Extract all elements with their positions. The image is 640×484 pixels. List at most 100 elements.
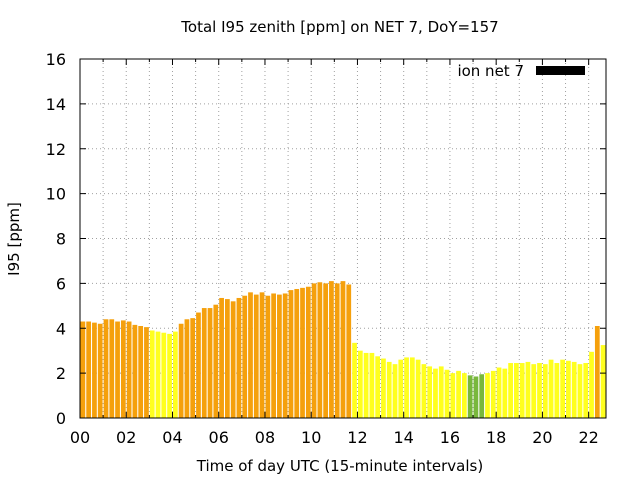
bar: [508, 363, 513, 418]
bar: [288, 290, 294, 418]
bar: [467, 375, 473, 418]
bar: [450, 373, 456, 418]
bar: [398, 359, 404, 418]
bar: [409, 357, 415, 418]
bar: [259, 292, 265, 418]
y-tick-label: 4: [56, 319, 66, 338]
x-tick-label: 08: [255, 428, 275, 447]
bar: [479, 374, 485, 418]
x-tick-label: 12: [347, 428, 367, 447]
bar: [213, 304, 219, 418]
y-tick-label: 8: [56, 230, 66, 249]
bar: [525, 361, 531, 418]
bar: [248, 292, 253, 418]
bar: [132, 324, 138, 418]
bar: [594, 326, 600, 418]
y-tick-label: 10: [46, 185, 66, 204]
bar: [375, 356, 381, 418]
bar: [300, 287, 305, 418]
legend: ion net 7: [457, 62, 585, 80]
bar: [386, 361, 392, 418]
bar: [109, 319, 115, 418]
bar: [456, 370, 461, 418]
y-tick-label: 14: [46, 95, 66, 114]
bar: [560, 359, 565, 418]
bar: [190, 318, 196, 418]
x-tick-label: 02: [116, 428, 136, 447]
x-tick-label: 18: [486, 428, 506, 447]
bar: [542, 364, 548, 418]
legend-swatch: [536, 66, 585, 75]
x-tick-label: 04: [162, 428, 182, 447]
bar: [438, 366, 444, 418]
bar: [282, 293, 288, 418]
bar: [207, 308, 213, 418]
bar: [589, 351, 594, 418]
bar: [161, 332, 167, 418]
bar: [201, 308, 207, 418]
bar: [566, 360, 571, 418]
bar: [404, 357, 409, 418]
bar: [97, 323, 103, 418]
bar: [184, 319, 190, 418]
y-tick-label: 12: [46, 140, 66, 159]
bar: [167, 333, 172, 418]
bar: [600, 345, 606, 418]
x-axis-label: Time of day UTC (15-minute intervals): [196, 457, 483, 475]
bar: [149, 330, 155, 418]
bar: [514, 363, 519, 418]
bar: [155, 331, 161, 418]
bar: [172, 331, 178, 418]
bar: [236, 297, 242, 418]
bar: [357, 350, 363, 418]
bar: [381, 358, 386, 418]
chart-title: Total I95 zenith [ppm] on NET 7, DoY=157: [180, 18, 498, 36]
y-tick-label: 2: [56, 364, 66, 383]
bar: [120, 320, 126, 418]
bar: [502, 368, 508, 418]
bar: [329, 281, 334, 418]
x-tick-label: 10: [301, 428, 321, 447]
y-tick-label: 0: [56, 409, 66, 428]
bar: [433, 368, 438, 418]
bar: [334, 283, 340, 418]
bar: [311, 283, 317, 418]
x-tick-label: 06: [209, 428, 229, 447]
x-tick-label: 20: [532, 428, 552, 447]
x-tick-label: 14: [394, 428, 414, 447]
bar: [271, 293, 276, 418]
bar: [369, 352, 375, 418]
bar: [577, 364, 583, 418]
y-axis-label: I95 [ppm]: [5, 202, 23, 276]
bar: [519, 363, 525, 418]
bar: [80, 321, 86, 418]
bar: [421, 364, 427, 418]
bar: [531, 364, 537, 418]
bar: [115, 321, 120, 418]
bars: [80, 281, 606, 418]
bar: [548, 359, 554, 418]
bar: [178, 323, 184, 418]
bar: [230, 301, 236, 418]
y-tick-label: 6: [56, 274, 66, 293]
bar: [392, 364, 398, 418]
x-tick-label: 00: [70, 428, 90, 447]
bar: [444, 369, 450, 418]
bar: [496, 367, 502, 418]
bar: [571, 361, 577, 418]
bar: [305, 286, 311, 418]
bar: [340, 281, 346, 418]
bar: [126, 321, 132, 418]
bar: [253, 294, 259, 418]
y-tick-label: 16: [46, 50, 66, 69]
legend-label: ion net 7: [457, 62, 524, 80]
bar: [277, 294, 282, 418]
bar: [554, 363, 560, 418]
bar: [485, 373, 490, 418]
x-tick-label: 16: [440, 428, 460, 447]
bar: [583, 363, 589, 418]
bar: [196, 312, 201, 418]
bar: [242, 295, 248, 418]
